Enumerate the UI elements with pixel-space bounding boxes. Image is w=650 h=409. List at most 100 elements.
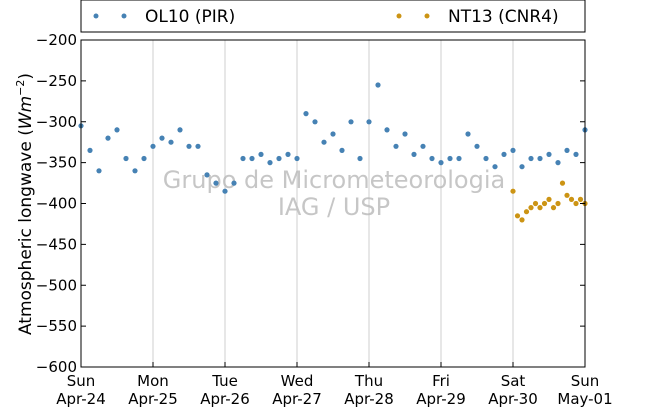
data-point (541, 200, 548, 207)
y-axis-label-close: ) (16, 73, 36, 80)
data-point (564, 147, 570, 153)
data-point (393, 143, 399, 149)
data-point (555, 200, 561, 207)
data-point (447, 155, 453, 162)
legend: OL10 (PIR) NT13 (CNR4) (80, 0, 586, 33)
x-tick-label: Apr-24 (56, 390, 106, 408)
x-tick-day: Sun (571, 372, 600, 390)
data-point (303, 111, 309, 117)
data-point (546, 151, 552, 157)
data-point (141, 155, 147, 162)
data-point (550, 205, 557, 211)
data-point (528, 205, 534, 211)
x-tick-day: Tue (211, 372, 238, 390)
data-point (559, 180, 566, 186)
data-point (564, 192, 570, 198)
data-point (510, 188, 516, 194)
data-point (532, 200, 539, 207)
data-point (312, 119, 318, 125)
x-axis: SunApr-24MonApr-25TueApr-26WedApr-27ThuA… (56, 362, 613, 408)
data-point (456, 155, 462, 162)
data-point (510, 147, 516, 153)
x-tick-label: May-01 (557, 390, 612, 408)
data-point (348, 119, 354, 125)
data-point (321, 139, 327, 145)
x-tick-label: Apr-29 (416, 390, 466, 408)
x-tick-label: Apr-30 (488, 390, 538, 408)
data-point (285, 151, 291, 157)
x-tick-day: Fri (432, 372, 450, 390)
data-point (402, 131, 408, 137)
data-point (222, 188, 228, 194)
y-tick-label: −300 (36, 113, 77, 131)
data-point (276, 155, 282, 162)
data-point (87, 147, 93, 153)
data-point (294, 155, 300, 162)
data-point (186, 143, 192, 149)
data-point (159, 135, 165, 141)
legend-marker-ol10-1 (93, 13, 99, 19)
data-point (231, 180, 237, 186)
y-tick-label: −600 (36, 358, 77, 376)
data-point (537, 155, 543, 162)
data-point (519, 217, 525, 223)
data-point (330, 131, 336, 137)
data-point (267, 160, 273, 166)
legend-marker-nt13-1 (396, 13, 402, 19)
data-point (519, 164, 525, 170)
x-tick-label: Apr-27 (272, 390, 322, 408)
data-point (429, 155, 435, 162)
x-tick-day: Mon (137, 372, 169, 390)
y-tick-label: −250 (36, 72, 77, 90)
y-axis-label-unit: Wm (16, 96, 36, 129)
grid-lines (152, 40, 514, 367)
data-point (492, 164, 498, 170)
data-point (150, 143, 156, 149)
data-point (339, 147, 345, 153)
y-tick-label: −500 (36, 276, 77, 294)
data-point (438, 160, 444, 166)
data-point (366, 119, 372, 125)
data-point (573, 200, 579, 207)
data-point (514, 213, 521, 219)
data-point (375, 82, 381, 88)
data-point (546, 196, 552, 202)
legend-marker-nt13-2 (424, 13, 430, 19)
data-point (258, 151, 264, 157)
data-point (123, 155, 129, 162)
data-point (384, 127, 390, 133)
data-point (168, 139, 174, 145)
data-point (114, 127, 120, 133)
data-point (483, 155, 489, 162)
legend-box (80, 0, 586, 33)
data-point (568, 196, 575, 202)
series-0-points (78, 82, 588, 194)
data-point (204, 172, 210, 178)
y-tick-label: −400 (36, 195, 77, 213)
data-point (474, 143, 480, 149)
data-point (105, 135, 111, 141)
data-point (213, 180, 219, 186)
series-1-points (510, 180, 588, 223)
y-axis-label-exp: −2 (14, 80, 27, 96)
x-tick-label: Apr-28 (344, 390, 394, 408)
data-point (96, 168, 102, 174)
data-point (411, 151, 417, 157)
legend-marker-ol10-2 (121, 13, 127, 19)
y-axis: −200 −250 −300 −350 −400 −450 −500 −550 −600 (36, 31, 585, 376)
y-tick-label: −200 (36, 31, 77, 49)
x-tick-label: Apr-26 (200, 390, 250, 408)
y-tick-label: −350 (36, 154, 77, 172)
watermark-line-2: IAG / USP (278, 193, 390, 221)
y-tick-label: −450 (36, 235, 77, 253)
data-point (573, 151, 579, 157)
data-point (555, 160, 561, 166)
x-tick-label: Apr-25 (128, 390, 178, 408)
data-point (577, 196, 584, 202)
data-point (249, 155, 255, 162)
x-tick-day: Sat (501, 372, 526, 390)
x-tick-day: Wed (281, 372, 314, 390)
data-point (132, 168, 138, 174)
data-point (240, 155, 246, 162)
